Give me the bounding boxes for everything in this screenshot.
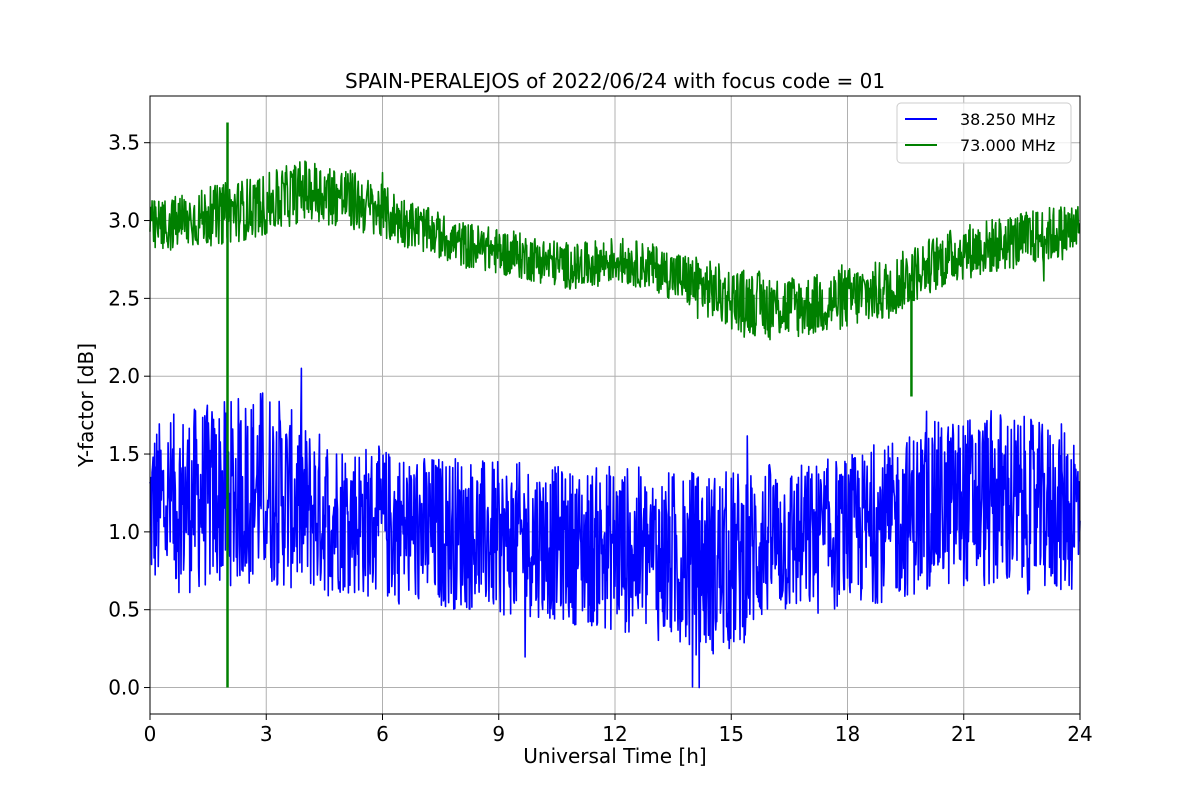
x-tick-label: 18 [835, 722, 860, 746]
legend-label-38mhz: 38.250 MHz [960, 110, 1055, 129]
y-tick-label: 0.0 [108, 676, 140, 700]
y-tick-label: 2.0 [108, 364, 140, 388]
x-tick-label: 12 [602, 722, 627, 746]
legend-label-73mhz: 73.000 MHz [960, 136, 1055, 155]
series-line-1 [149, 160, 1081, 341]
legend-box [896, 102, 1072, 164]
x-tick-label: 6 [376, 722, 389, 746]
x-axis-label: Universal Time [h] [523, 744, 706, 768]
y-tick-label: 3.5 [108, 131, 140, 155]
y-tick-label: 3.0 [108, 209, 140, 233]
x-tick-label: 21 [951, 722, 976, 746]
series-layer [149, 122, 1081, 689]
y-tick-label: 1.5 [108, 442, 140, 466]
x-tick-label: 0 [144, 722, 157, 746]
y-axis-ticks: 0.0 0.5 1.0 1.5 2.0 2.5 3.0 3.5 [108, 131, 150, 700]
y-tick-label: 1.0 [108, 520, 140, 544]
x-tick-label: 24 [1067, 722, 1092, 746]
x-tick-label: 9 [492, 722, 505, 746]
x-tick-label: 3 [260, 722, 273, 746]
chart-title: SPAIN-PERALEJOS of 2022/06/24 with focus… [345, 69, 885, 93]
y-axis-label: Y-factor [dB] [74, 343, 98, 468]
series-line-0 [149, 367, 1081, 689]
legend: 38.250 MHz 73.000 MHz [896, 102, 1072, 164]
x-tick-label: 15 [719, 722, 744, 746]
y-tick-label: 2.5 [108, 286, 140, 310]
x-axis-ticks: 0 3 6 9 12 15 18 21 24 [144, 714, 1093, 746]
y-tick-label: 0.5 [108, 598, 140, 622]
